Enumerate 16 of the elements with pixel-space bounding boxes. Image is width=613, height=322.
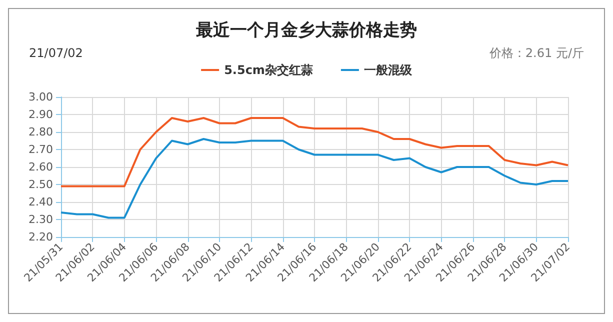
- line-series: [60, 117, 569, 188]
- y-tick-label: 3.00: [28, 90, 53, 104]
- line-series: [60, 138, 569, 219]
- chart-title: 最近一个月金乡大蒜价格走势: [195, 20, 417, 40]
- y-tick-label: 2.30: [28, 213, 53, 226]
- y-tick-label: 2.90: [28, 108, 53, 121]
- legend-label: 一般混级: [364, 63, 413, 77]
- y-tick-label: 2.70: [28, 143, 53, 156]
- y-tick-label: 2.40: [28, 196, 53, 208]
- y-tick-label: 2.80: [28, 126, 53, 138]
- legend-label: 5.5cm杂交红蒜: [224, 63, 313, 77]
- y-tick-label: 2.60: [28, 160, 53, 174]
- text: 价格：2.61 元/斤: [488, 46, 584, 60]
- y-tick-label: 2.20: [28, 230, 53, 244]
- text: 21/07/02: [29, 46, 83, 60]
- y-tick-label: 2.50: [28, 178, 53, 191]
